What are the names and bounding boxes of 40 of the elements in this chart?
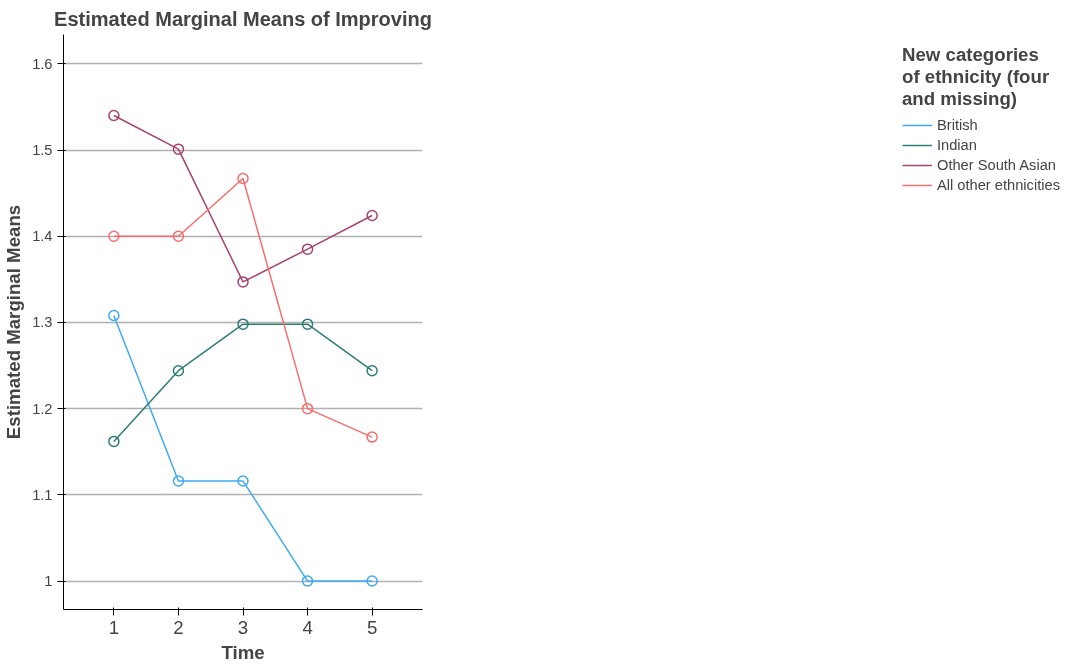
x-tick-label: 4 (302, 616, 313, 638)
point (172, 475, 185, 487)
point (301, 575, 314, 587)
point (237, 276, 249, 288)
y-tick-label: 1 (44, 573, 53, 590)
point (172, 230, 185, 242)
x-tick-label: 1 (108, 616, 120, 638)
legend-label: Other South Asian (936, 157, 1056, 173)
y-tick-label: 1.4 (32, 228, 53, 245)
legend-title: New categories of ethnicity (four and missing) (901, 44, 1051, 110)
legend-label: All other ethnicities (936, 177, 1060, 193)
y-tick-label: 1.6 (32, 55, 53, 72)
point (366, 575, 378, 587)
point (301, 318, 314, 330)
y-tick-label: 1.2 (32, 400, 53, 417)
point (172, 143, 185, 155)
point (172, 364, 185, 377)
point (108, 230, 120, 242)
y-tick-label: 1.1 (32, 486, 53, 503)
x-tick-label: 5 (366, 616, 378, 638)
point (366, 209, 378, 222)
point (237, 318, 249, 330)
x-axis-title: Time (221, 641, 265, 663)
point (366, 364, 378, 377)
point (301, 402, 314, 415)
point (237, 475, 249, 487)
point (237, 172, 249, 185)
point (108, 435, 120, 448)
point (366, 431, 378, 443)
y-tick-label: 1.3 (32, 314, 53, 331)
point (301, 243, 314, 255)
legend-label: British (936, 117, 978, 133)
point (108, 309, 120, 322)
y-axis-title: Estimated Marginal Means (3, 204, 25, 440)
x-tick-label: 3 (237, 616, 249, 638)
y-tick-label: 1.5 (32, 142, 53, 159)
chart-title: Estimated Marginal Means of Improving (54, 7, 432, 30)
x-tick-label: 2 (173, 616, 184, 638)
point (108, 109, 120, 122)
legend-label: Indian (936, 137, 977, 153)
